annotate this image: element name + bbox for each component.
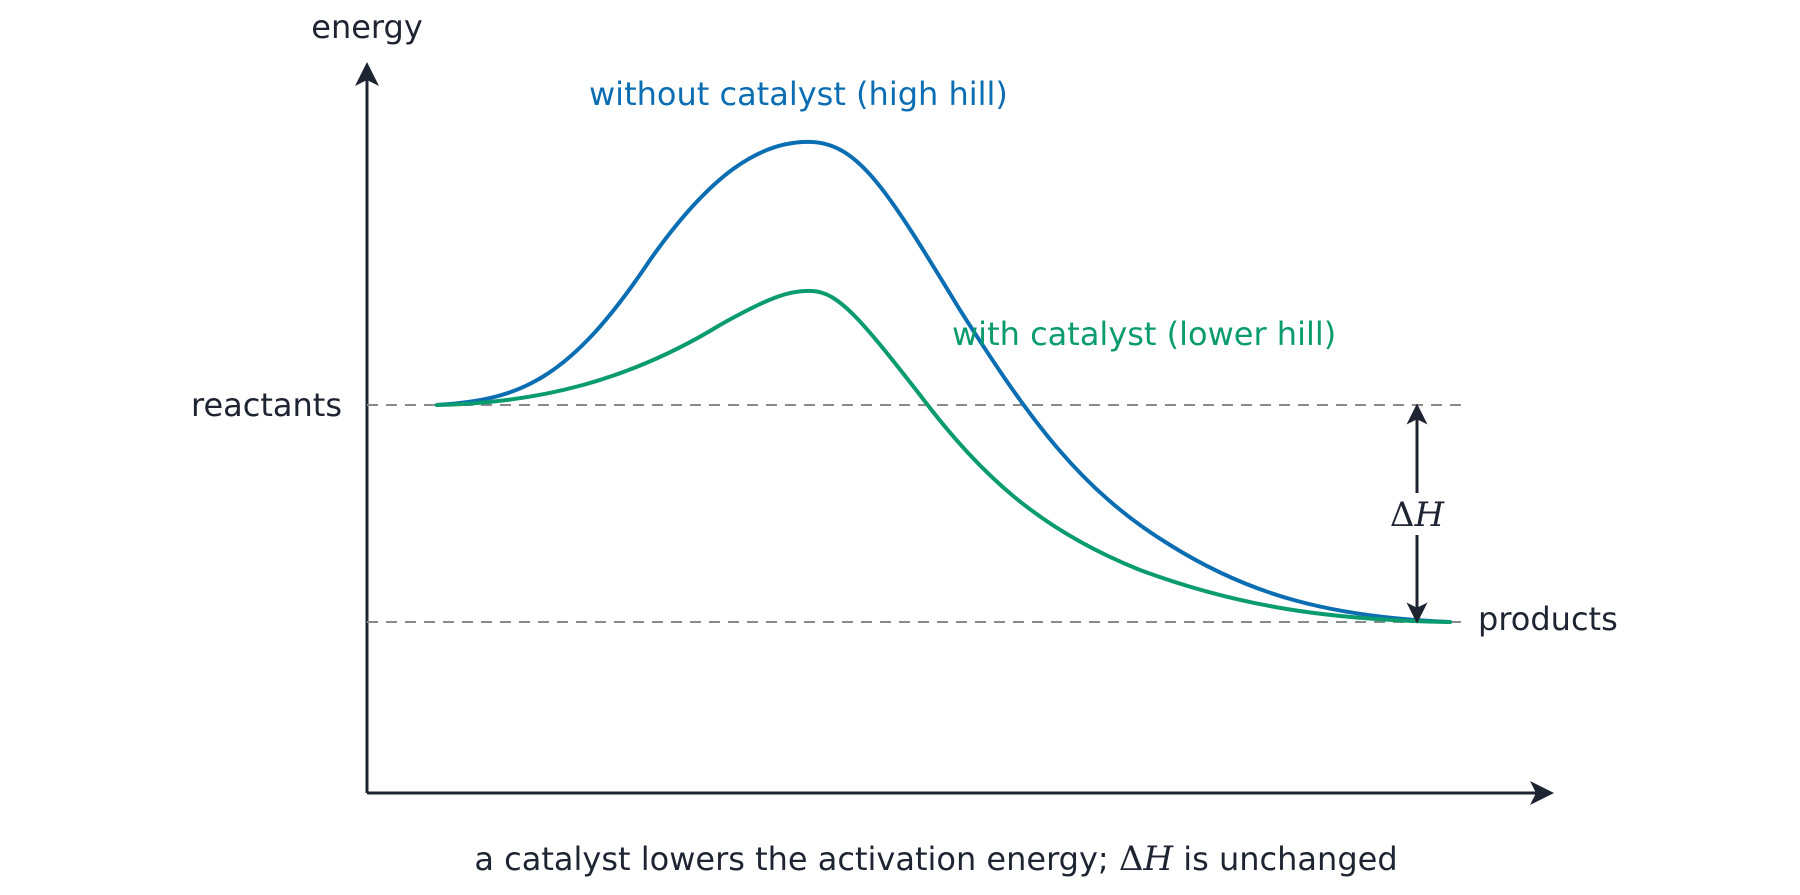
caption-text-before: a catalyst lowers the activation energy; [474,840,1118,878]
caption-text-after: is unchanged [1173,840,1398,878]
reactants-label: reactants [191,386,342,424]
without-catalyst-curve [435,139,1452,624]
with-catalyst-label: with catalyst (lower hill) [952,315,1336,353]
y-axis-label: energy [311,8,423,46]
delta-symbol: Δ [1390,495,1415,535]
delta-h-label: ΔH [1390,495,1446,535]
with-catalyst-curve [435,288,1452,624]
caption-delta-symbol: Δ [1119,839,1144,879]
products-label: products [1478,600,1618,638]
enthalpy-variable: H [1413,495,1445,535]
caption: a catalyst lowers the activation energy;… [474,839,1397,879]
without-catalyst-label: without catalyst (high hill) [589,75,1008,113]
caption-enthalpy-variable: H [1142,839,1174,879]
